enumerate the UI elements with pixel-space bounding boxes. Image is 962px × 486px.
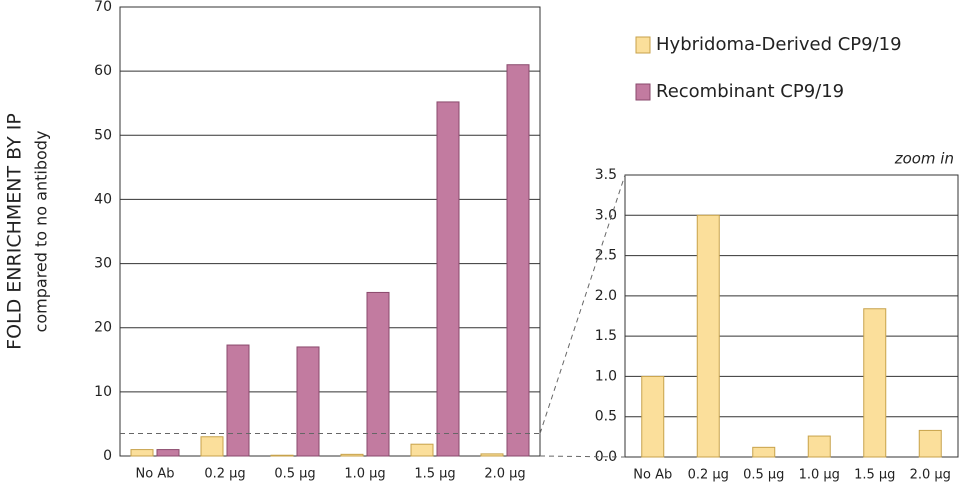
y-axis-label: FOLD ENRICHMENT BY IP	[4, 113, 26, 350]
x-tick-label: No Ab	[136, 467, 175, 482]
bar	[436, 101, 460, 457]
bar	[918, 429, 942, 458]
legend-label: Recombinant CP9/19	[656, 81, 844, 102]
x-tick-label: 0.5 µg	[743, 468, 784, 483]
y-tick-label: 3.0	[595, 207, 617, 223]
y-tick-label: 20	[94, 320, 112, 336]
y-tick-label: 50	[94, 127, 112, 143]
plot-frame	[624, 174, 959, 458]
zoom-connector	[539, 174, 626, 434]
x-tick-label: 1.5 µg	[854, 468, 895, 483]
y-tick-label: 0	[103, 448, 112, 464]
bar	[200, 436, 224, 457]
y-tick-label: 60	[94, 63, 112, 79]
y-tick-label: 40	[94, 191, 112, 207]
x-tick-label: 1.0 µg	[344, 467, 385, 482]
bar	[863, 308, 887, 458]
bar	[410, 443, 434, 457]
y-tick-label: 0.5	[595, 409, 617, 425]
bar	[696, 214, 720, 458]
zoom-title: zoom in	[894, 150, 954, 168]
y-tick-label: 2.0	[595, 288, 617, 304]
bar	[130, 449, 154, 457]
x-tick-label: 1.0 µg	[799, 468, 840, 483]
bar	[506, 64, 530, 457]
legend-swatch	[635, 36, 651, 54]
bar	[270, 454, 294, 457]
x-tick-label: 0.2 µg	[204, 467, 245, 482]
y-tick-label: 30	[94, 256, 112, 272]
x-tick-label: 0.2 µg	[688, 468, 729, 483]
x-tick-label: 1.5 µg	[414, 467, 455, 482]
x-tick-label: 2.0 µg	[484, 467, 525, 482]
bar	[156, 449, 180, 457]
bar	[366, 291, 390, 457]
y-tick-label: 3.5	[595, 167, 617, 183]
bar	[226, 344, 250, 457]
bar	[807, 435, 831, 458]
y-tick-label: 2.5	[595, 248, 617, 264]
x-tick-label: No Ab	[633, 468, 672, 483]
legend-swatch	[635, 83, 651, 101]
y-tick-label: 1.0	[595, 368, 617, 384]
x-tick-label: 2.0 µg	[910, 468, 951, 483]
plot-frame	[119, 6, 541, 457]
x-tick-label: 0.5 µg	[274, 467, 315, 482]
y-axis-sublabel: compared to no antibody	[32, 131, 51, 333]
legend-label: Hybridoma-Derived CP9/19	[656, 34, 902, 55]
bar	[641, 375, 665, 458]
y-tick-label: 70	[94, 0, 112, 15]
y-tick-label: 10	[94, 384, 112, 400]
bar	[296, 346, 320, 457]
y-tick-label: 1.5	[595, 328, 617, 344]
bar	[480, 453, 504, 457]
bar	[752, 446, 776, 458]
bar	[340, 453, 364, 457]
